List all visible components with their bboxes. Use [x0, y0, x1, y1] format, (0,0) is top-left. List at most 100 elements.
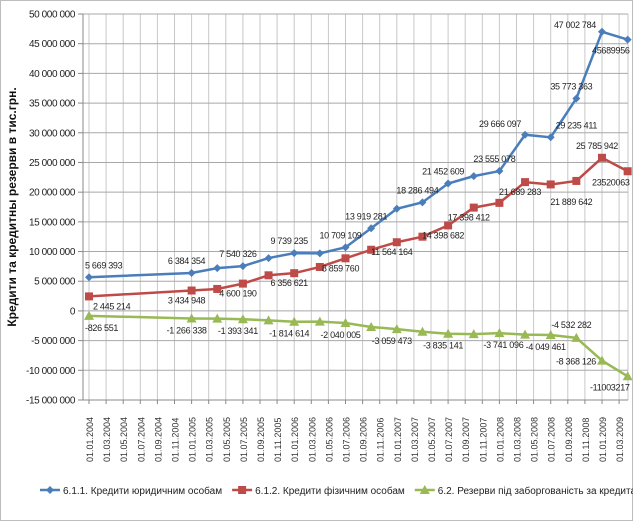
data-point-square	[623, 167, 632, 176]
x-tick-label: 01.05.2008	[530, 417, 540, 462]
data-point-square	[495, 198, 504, 207]
data-label: -3 741 096	[483, 340, 523, 350]
data-label: -3 835 141	[423, 341, 463, 351]
y-tick-label: -10 000 000	[26, 366, 76, 377]
x-tick-label: 01.01.2007	[393, 417, 403, 462]
data-point-triangle	[391, 324, 402, 334]
data-label: 6 356 621	[271, 278, 309, 288]
x-tick-label: 01.05.2006	[324, 417, 334, 462]
data-label: 17 398 412	[448, 213, 490, 223]
x-tick-label: 01.05.2007	[427, 417, 437, 462]
data-point-square	[187, 286, 196, 295]
series-line	[88, 30, 629, 279]
data-point-triangle	[237, 314, 248, 324]
data-label: 11 564 164	[371, 247, 413, 257]
data-point-diamond	[469, 172, 478, 181]
data-point-diamond	[341, 243, 350, 252]
data-label: 2 445 214	[93, 301, 131, 311]
data-point-triangle	[597, 355, 607, 365]
series-line	[88, 156, 629, 298]
x-tick-label: 01.03.2006	[307, 417, 317, 462]
data-label: -3 059 473	[372, 336, 412, 346]
x-tick-label: 01.03.2009	[615, 417, 625, 462]
x-tick-label: 01.03.2005	[205, 417, 215, 462]
data-point-square	[598, 153, 606, 162]
data-point-triangle	[314, 316, 325, 326]
data-point-triangle	[545, 329, 556, 339]
data-label: 4 600 190	[219, 289, 257, 299]
data-label: 13 919 281	[345, 211, 387, 221]
data-point-square	[418, 232, 427, 241]
data-point-square	[572, 176, 581, 185]
x-tick-label: 01.11.2004	[171, 418, 181, 462]
x-tick-label: 01.01.2008	[495, 417, 505, 462]
data-point-triangle	[340, 318, 351, 328]
data-label: -1 814 614	[269, 329, 309, 339]
data-label: -1 393 341	[218, 326, 258, 336]
data-point-square	[392, 238, 401, 247]
data-label: 7 540 326	[219, 249, 257, 259]
data-label: -8 368 126	[556, 357, 596, 367]
data-point-triangle	[494, 328, 505, 338]
data-point-triangle	[520, 329, 531, 339]
legend-label: 6.1.1. Кредити юридичним особам	[63, 485, 222, 497]
x-tick-label: 01.07.2008	[547, 417, 557, 462]
data-label: 21 689 283	[499, 187, 541, 197]
data-point-triangle	[443, 328, 454, 338]
y-tick-label: 5 000 000	[34, 277, 76, 288]
data-label: -4 049 461	[526, 342, 566, 352]
x-tick-label: 01.03.2008	[513, 417, 523, 462]
data-label: 5 669 393	[85, 260, 123, 270]
data-point-square	[444, 221, 453, 230]
x-tick-label: 01.11.2008	[581, 418, 591, 462]
y-tick-label: 20 000 000	[29, 188, 76, 199]
data-label: 14 398 682	[422, 230, 464, 240]
data-point-diamond	[46, 486, 54, 494]
x-tick-label: 01.09.2005	[256, 417, 266, 462]
data-label: -2 040 005	[320, 330, 360, 340]
y-tick-label: 35 000 000	[29, 99, 76, 110]
data-point-diamond	[521, 130, 530, 139]
data-point-diamond	[598, 27, 606, 36]
y-tick-label: 30 000 000	[29, 128, 76, 139]
legend-label: 6.1.2. Кредити фізичним особам	[255, 485, 405, 497]
data-label: -826 551	[85, 323, 118, 333]
data-label: 47 002 784	[554, 20, 596, 30]
data-point-square	[238, 486, 247, 494]
data-point-diamond	[623, 35, 632, 44]
data-point-square	[341, 254, 350, 263]
data-label: 29 235 411	[556, 120, 598, 130]
data-point-triangle	[417, 326, 428, 336]
x-tick-label: 01.09.2007	[461, 417, 471, 462]
data-point-diamond	[444, 179, 453, 188]
x-tick-label: 01.01.2004	[85, 417, 95, 462]
x-tick-label: 01.07.2006	[342, 417, 352, 462]
x-tick-label: 01.09.2008	[564, 417, 574, 462]
data-label: 9 739 235	[271, 236, 309, 246]
data-label: 3 434 948	[168, 296, 206, 306]
data-point-diamond	[572, 94, 581, 103]
data-label: 18 286 494	[396, 185, 438, 195]
x-tick-label: 01.05.2005	[222, 417, 232, 462]
data-label: -4 532 282	[551, 320, 591, 330]
data-label: 21 889 642	[550, 197, 592, 207]
data-point-square	[290, 269, 299, 278]
legend-label: 6.2. Резерви під заборгованість за креди…	[438, 485, 633, 497]
data-label: 8 859 760	[322, 263, 360, 273]
data-point-triangle	[468, 329, 479, 339]
data-label: -11003217	[590, 382, 630, 392]
data-label: -1 266 338	[167, 325, 207, 335]
x-tick-label: 01.09.2004	[153, 417, 163, 462]
data-point-triangle	[212, 313, 223, 323]
data-point-diamond	[264, 254, 273, 263]
data-point-triangle	[289, 316, 300, 326]
y-tick-label: 15 000 000	[29, 217, 76, 228]
y-tick-label: 10 000 000	[29, 247, 76, 258]
x-tick-label: 01.01.2006	[290, 417, 300, 462]
data-label: 6 384 354	[168, 256, 206, 266]
x-tick-label: 01.07.2005	[239, 417, 249, 462]
y-tick-label: 45 000 000	[29, 39, 76, 50]
data-point-triangle	[366, 321, 377, 331]
y-tick-label: -15 000 000	[26, 396, 76, 407]
